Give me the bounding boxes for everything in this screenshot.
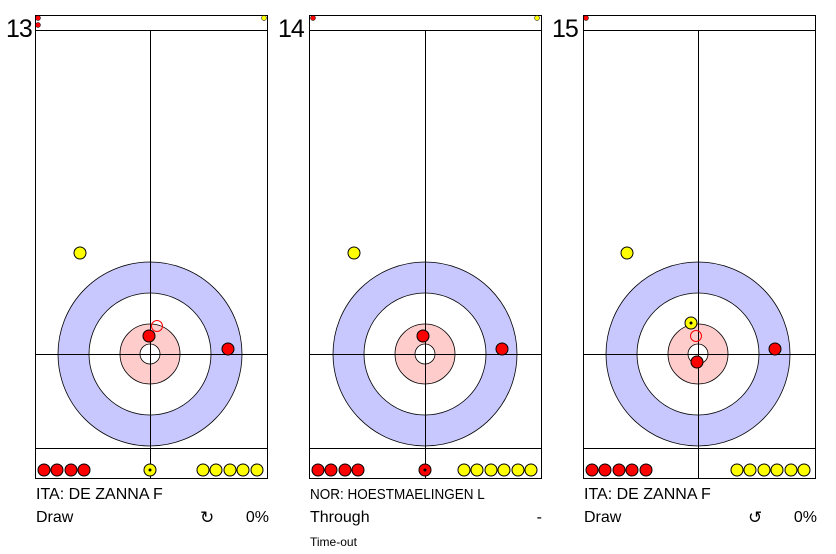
yellow-stone-remaining bbox=[196, 463, 210, 477]
red-stone bbox=[690, 355, 704, 369]
shot-panel-13: 13 ITA: DE ZANNA F Draw bbox=[0, 0, 270, 554]
shot-type: Draw bbox=[584, 509, 622, 526]
red-stone bbox=[416, 329, 430, 343]
red-stone bbox=[768, 342, 782, 356]
thrown-stone-dot bbox=[148, 468, 152, 472]
red-stone-remaining bbox=[77, 463, 91, 477]
yellow-stone-remaining bbox=[236, 463, 250, 477]
shot-type: Draw bbox=[36, 509, 74, 526]
red-stone-remaining bbox=[639, 463, 653, 477]
yellow-stone-remaining bbox=[743, 463, 757, 477]
yellow-stone-remaining bbox=[457, 463, 471, 477]
red-stone-remaining bbox=[598, 463, 612, 477]
red-stone-remaining bbox=[585, 463, 599, 477]
shot-percentage: 0% bbox=[793, 509, 817, 526]
yellow-stone-remaining bbox=[730, 463, 744, 477]
shot-type: Through bbox=[310, 509, 370, 526]
red-stone-remaining bbox=[37, 463, 51, 477]
yellow-stone-remaining bbox=[484, 463, 498, 477]
shot-number: 14 bbox=[278, 15, 305, 43]
player-name: NOR: HOESTMAELINGEN L bbox=[310, 486, 485, 503]
red-stone-remaining bbox=[311, 463, 325, 477]
yellow-stone-remaining bbox=[497, 463, 511, 477]
red-stone bbox=[495, 342, 509, 356]
yellow-stone-remaining bbox=[757, 463, 771, 477]
yellow-stone-out bbox=[261, 15, 267, 21]
red-stone-remaining bbox=[324, 463, 338, 477]
yellow-stone-remaining bbox=[770, 463, 784, 477]
yellow-stone-remaining bbox=[209, 463, 223, 477]
yellow-stone bbox=[73, 246, 87, 260]
shot-panel-15: 15 ITA: DE ZANNA F Draw ↺ 0% bbox=[548, 0, 818, 554]
yellow-stone-out bbox=[534, 15, 540, 21]
curling-sheet-diagram bbox=[583, 15, 816, 479]
clockwise-rotation-icon: ↻ bbox=[200, 508, 215, 527]
red-stone-out bbox=[310, 15, 316, 21]
shot-number: 15 bbox=[552, 15, 579, 43]
thrown-stone-dot bbox=[689, 321, 693, 325]
red-stone-remaining bbox=[338, 463, 352, 477]
red-stone-remaining bbox=[351, 463, 365, 477]
yellow-stone-remaining bbox=[250, 463, 264, 477]
yellow-stone-remaining bbox=[524, 463, 538, 477]
yellow-stone-remaining bbox=[470, 463, 484, 477]
shot-percentage: - bbox=[536, 509, 542, 526]
shot-panel-14: 14 NOR: HOESTMAELINGEN L Through - Time-… bbox=[274, 0, 544, 554]
red-stone-out bbox=[583, 15, 589, 21]
curling-sheet-diagram bbox=[35, 15, 268, 479]
curling-sheet-diagram bbox=[309, 15, 542, 479]
shot-number: 13 bbox=[6, 15, 33, 43]
player-name: ITA: DE ZANNA F bbox=[584, 486, 711, 503]
red-stone-remaining bbox=[64, 463, 78, 477]
yellow-stone bbox=[347, 246, 361, 260]
yellow-stone-remaining bbox=[511, 463, 525, 477]
shot-percentage: 0% bbox=[245, 509, 269, 526]
yellow-stone-remaining bbox=[797, 463, 811, 477]
red-stone-remaining bbox=[50, 463, 64, 477]
yellow-stone bbox=[620, 246, 634, 260]
thrown-stone-dot bbox=[423, 468, 427, 472]
red-stone-out bbox=[35, 15, 41, 21]
yellow-stone-remaining bbox=[784, 463, 798, 477]
player-name: ITA: DE ZANNA F bbox=[36, 486, 163, 503]
red-stone-remaining bbox=[625, 463, 639, 477]
red-stone bbox=[142, 329, 156, 343]
red-stone bbox=[221, 342, 235, 356]
red-stone-path-marker bbox=[151, 320, 163, 332]
red-stone-out bbox=[35, 22, 41, 28]
timeout-note: Time-out bbox=[310, 535, 357, 549]
yellow-stone-remaining bbox=[223, 463, 237, 477]
red-stone-remaining bbox=[612, 463, 626, 477]
counterclockwise-rotation-icon: ↺ bbox=[748, 508, 763, 527]
red-stone-path-marker bbox=[690, 330, 702, 342]
